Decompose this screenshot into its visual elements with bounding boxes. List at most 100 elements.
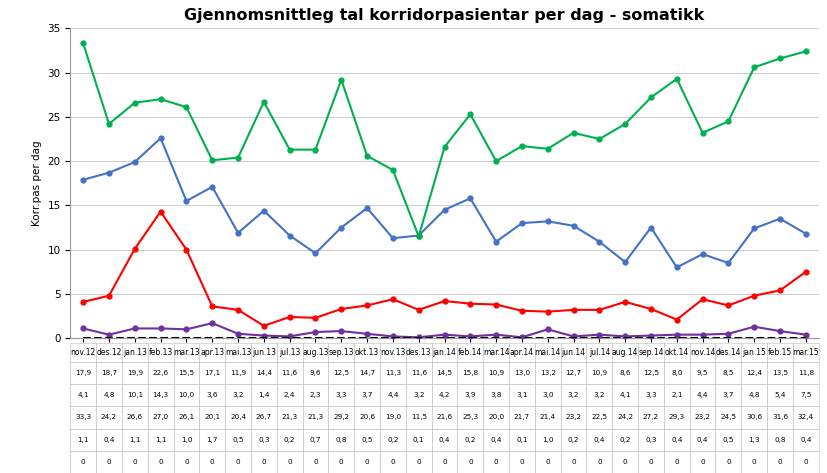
Helse Bergen xyxy=(155,135,165,141)
Mål xyxy=(181,335,191,341)
Mål xyxy=(724,335,734,341)
Helse Fonna xyxy=(208,304,218,309)
Helse Førde xyxy=(672,332,681,338)
Helse Stavanger xyxy=(801,49,810,54)
Mål xyxy=(414,335,423,341)
Y-axis label: Korr.pas per dag: Korr.pas per dag xyxy=(31,140,42,226)
Helse Stavanger xyxy=(440,144,450,150)
Helse Fonna xyxy=(310,315,320,321)
Helse Bergen xyxy=(466,195,476,201)
Mål xyxy=(620,335,630,341)
Helse Fonna xyxy=(595,307,605,313)
Helse Bergen xyxy=(801,231,810,236)
Helse Bergen xyxy=(595,239,605,245)
Mål xyxy=(775,335,785,341)
Mål xyxy=(259,335,269,341)
Helse Førde xyxy=(517,334,527,340)
Helse Stavanger xyxy=(724,119,734,124)
Helse Førde xyxy=(181,326,191,332)
Helse Fonna xyxy=(646,306,656,312)
Helse Stavanger xyxy=(233,155,243,160)
Line: Helse Bergen: Helse Bergen xyxy=(81,136,808,270)
Helse Stavanger xyxy=(569,130,579,136)
Helse Bergen xyxy=(440,207,450,213)
Helse Stavanger xyxy=(362,153,372,158)
Helse Fonna xyxy=(672,317,681,323)
Helse Stavanger xyxy=(620,121,630,127)
Helse Førde xyxy=(749,324,759,330)
Helse Førde xyxy=(724,331,734,337)
Helse Bergen xyxy=(543,219,552,224)
Helse Førde xyxy=(130,325,140,331)
Helse Fonna xyxy=(181,247,191,253)
Helse Bergen xyxy=(775,216,785,221)
Helse Bergen xyxy=(79,177,88,183)
Helse Fonna xyxy=(698,297,708,302)
Helse Førde xyxy=(646,333,656,338)
Helse Førde xyxy=(388,333,398,339)
Helse Førde xyxy=(104,332,114,338)
Helse Førde xyxy=(310,329,320,335)
Mål xyxy=(440,335,450,341)
Helse Fonna xyxy=(620,299,630,305)
Helse Fonna xyxy=(259,323,269,329)
Helse Fonna xyxy=(104,293,114,298)
Helse Fonna xyxy=(801,269,810,275)
Mål xyxy=(130,335,140,341)
Helse Bergen xyxy=(130,159,140,165)
Helse Bergen xyxy=(259,208,269,214)
Helse Førde xyxy=(801,332,810,338)
Helse Bergen xyxy=(491,239,501,245)
Helse Førde xyxy=(491,332,501,338)
Mål xyxy=(569,335,579,341)
Helse Stavanger xyxy=(79,41,88,46)
Helse Fonna xyxy=(517,308,527,314)
Mål xyxy=(388,335,398,341)
Helse Bergen xyxy=(698,251,708,257)
Helse Førde xyxy=(620,333,630,339)
Helse Stavanger xyxy=(672,76,681,82)
Mål xyxy=(362,335,372,341)
Helse Stavanger xyxy=(414,234,423,239)
Helse Stavanger xyxy=(595,136,605,142)
Helse Fonna xyxy=(388,297,398,302)
Helse Bergen xyxy=(208,184,218,190)
Helse Bergen xyxy=(284,233,294,238)
Helse Førde xyxy=(362,331,372,337)
Helse Fonna xyxy=(414,307,423,313)
Line: Helse Fonna: Helse Fonna xyxy=(81,209,808,328)
Mål xyxy=(155,335,165,341)
Helse Bergen xyxy=(104,170,114,175)
Helse Stavanger xyxy=(337,77,347,83)
Helse Bergen xyxy=(724,260,734,266)
Helse Stavanger xyxy=(181,105,191,110)
Helse Førde xyxy=(440,332,450,338)
Helse Fonna xyxy=(569,307,579,313)
Helse Fonna xyxy=(440,298,450,304)
Mål xyxy=(466,335,476,341)
Helse Bergen xyxy=(362,205,372,211)
Helse Fonna xyxy=(724,303,734,308)
Helse Bergen xyxy=(749,226,759,231)
Helse Stavanger xyxy=(310,147,320,152)
Helse Førde xyxy=(208,320,218,326)
Helse Stavanger xyxy=(284,147,294,152)
Mål xyxy=(337,335,347,341)
Helse Stavanger xyxy=(646,95,656,100)
Mål xyxy=(595,335,605,341)
Helse Stavanger xyxy=(388,167,398,173)
Helse Fonna xyxy=(130,246,140,252)
Helse Stavanger xyxy=(208,158,218,163)
Helse Stavanger xyxy=(517,143,527,149)
Helse Bergen xyxy=(233,230,243,236)
Helse Stavanger xyxy=(130,100,140,105)
Helse Førde xyxy=(233,331,243,337)
Mål xyxy=(801,335,810,341)
Helse Førde xyxy=(79,325,88,331)
Mål xyxy=(543,335,552,341)
Title: Gjennomsnittleg tal korridorpasientar per dag - somatikk: Gjennomsnittleg tal korridorpasientar pe… xyxy=(184,8,705,23)
Helse Bergen xyxy=(337,225,347,230)
Helse Bergen xyxy=(310,250,320,256)
Helse Fonna xyxy=(233,307,243,313)
Line: Helse Førde: Helse Førde xyxy=(81,321,808,340)
